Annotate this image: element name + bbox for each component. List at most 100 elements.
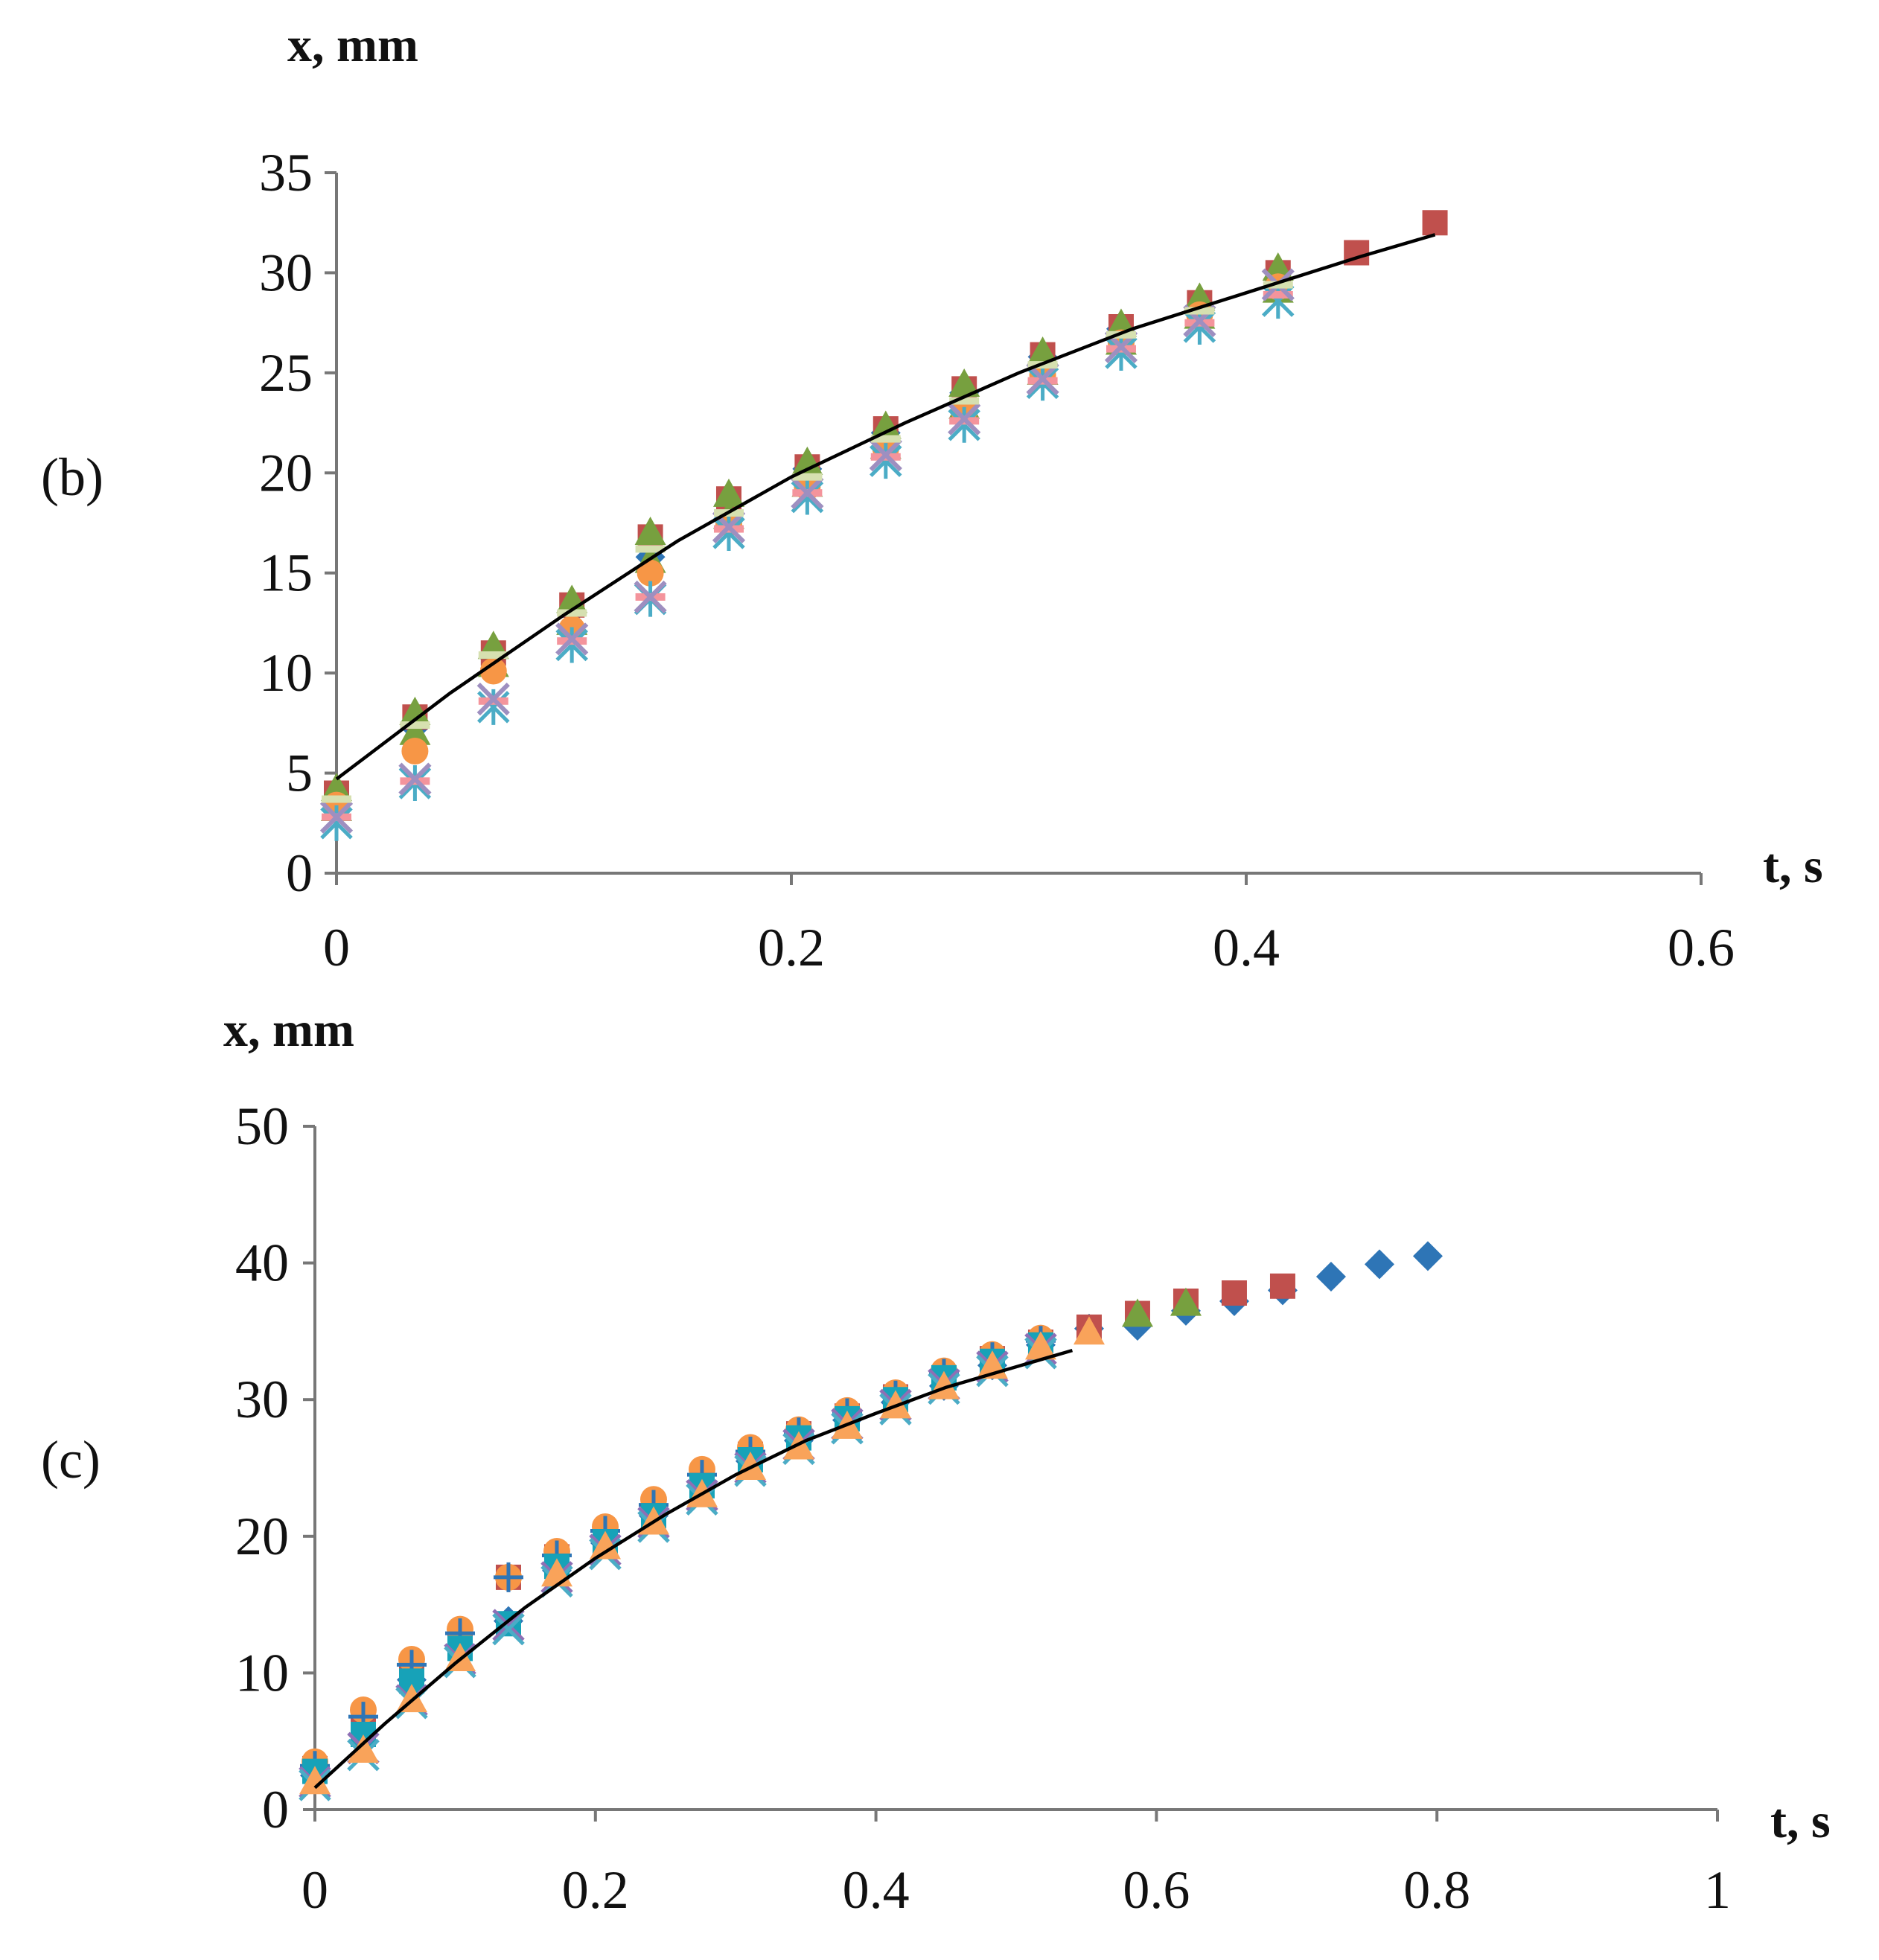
data-point: [1412, 1241, 1443, 1271]
panel-b-x-axis-title: t, s: [1763, 839, 1823, 893]
series-6: [320, 283, 1295, 841]
data-point: [589, 1530, 621, 1560]
y-tick-label: 20: [235, 1507, 289, 1566]
data-point: [1364, 1249, 1394, 1280]
panel-c-x-axis-title: t, s: [1770, 1794, 1831, 1848]
series-4: [321, 274, 1294, 821]
y-tick-label: 30: [235, 1370, 289, 1429]
x-tick-label: 0.8: [1403, 1860, 1470, 1920]
series-5: [323, 273, 1292, 819]
data-point: [1263, 291, 1293, 299]
data-point: [319, 800, 354, 834]
data-point: [493, 1562, 523, 1592]
data-point: [399, 716, 431, 745]
data-point: [1121, 1298, 1153, 1327]
data-point: [555, 622, 589, 656]
y-tick-label: 5: [286, 744, 313, 803]
data-point: [1024, 1331, 1056, 1360]
data-point: [1315, 1261, 1346, 1292]
data-point: [479, 657, 507, 685]
x-tick-label: 0.2: [562, 1860, 629, 1920]
data-point: [1269, 1273, 1295, 1299]
data-point: [879, 1390, 911, 1419]
series-7: [299, 1332, 1057, 1799]
x-tick-label: 0.6: [1123, 1860, 1190, 1920]
series-6: [302, 1332, 1053, 1784]
x-tick-label: 0: [323, 918, 350, 977]
series-8: [299, 1337, 1057, 1801]
data-point: [948, 402, 981, 435]
data-point: [1262, 283, 1295, 319]
data-point: [299, 1766, 331, 1795]
data-point: [347, 1734, 379, 1763]
data-point: [399, 696, 431, 725]
data-point: [1105, 334, 1138, 371]
data-point: [870, 410, 902, 439]
data-point: [320, 805, 353, 841]
series-8: [319, 268, 1295, 834]
x-tick-label: 0.2: [758, 918, 825, 977]
data-point: [792, 473, 823, 481]
data-point: [1221, 1280, 1247, 1306]
data-point: [791, 479, 824, 515]
x-tick-label: 1: [1704, 1860, 1731, 1920]
y-tick-label: 10: [235, 1643, 289, 1702]
series-1: [322, 264, 1293, 817]
panel-b: x, mm (b) t, s 0 0.2 0.4 0.6 0 5 10 15 20 25 30 35: [41, 18, 1823, 977]
y-tick-label: 40: [235, 1233, 289, 1293]
data-point: [948, 406, 980, 443]
data-point: [477, 689, 510, 725]
y-tick-label: 25: [259, 343, 313, 403]
data-point: [1073, 1316, 1105, 1345]
y-tick-label: 35: [259, 143, 313, 202]
data-point: [1184, 307, 1215, 315]
data-point: [476, 682, 510, 716]
x-tick-label: 0.6: [1668, 918, 1735, 977]
data-point: [949, 397, 980, 405]
data-point: [712, 514, 745, 551]
data-point: [635, 545, 666, 553]
data-point: [1262, 252, 1294, 281]
fit-curve: [313, 1348, 1074, 1790]
data-point: [492, 1609, 525, 1641]
data-point: [557, 609, 587, 617]
y-tick-label: 10: [259, 643, 313, 703]
data-point: [1422, 210, 1448, 236]
series-9: [322, 281, 1293, 803]
y-tick-label: 20: [259, 443, 313, 502]
data-point: [555, 627, 588, 663]
data-point: [634, 516, 666, 545]
series-3: [1121, 1287, 1202, 1327]
data-point: [712, 478, 744, 507]
panel-b-label: (b): [41, 447, 103, 507]
data-point: [398, 762, 432, 796]
panel-c-y-axis-title: x, mm: [223, 1003, 354, 1057]
data-point: [870, 443, 902, 479]
data-point: [400, 721, 430, 730]
series-7: [322, 291, 1293, 821]
panel-c-label: (c): [41, 1430, 101, 1490]
y-tick-label: 0: [286, 843, 313, 903]
y-tick-label: 30: [259, 243, 313, 302]
data-point: [948, 368, 980, 397]
series-1: [300, 1241, 1443, 1791]
series-9: [299, 1316, 1105, 1795]
x-tick-label: 0.4: [1213, 918, 1280, 977]
y-tick-label: 50: [235, 1096, 289, 1156]
data-point: [1170, 1287, 1202, 1316]
data-point: [401, 737, 429, 764]
x-tick-label: 0: [302, 1860, 328, 1920]
data-point: [398, 1668, 424, 1694]
data-point: [870, 435, 901, 443]
series-2: [302, 1273, 1295, 1781]
series-3: [321, 252, 1294, 802]
data-point: [478, 651, 508, 659]
y-tick-label: 0: [262, 1780, 289, 1839]
fit-curve: [335, 233, 1436, 781]
data-point: [1263, 281, 1293, 289]
panel-b-plot: 0 0.2 0.4 0.6 0 5 10 15 20 25 30 35: [259, 143, 1735, 977]
data-point: [637, 559, 664, 587]
